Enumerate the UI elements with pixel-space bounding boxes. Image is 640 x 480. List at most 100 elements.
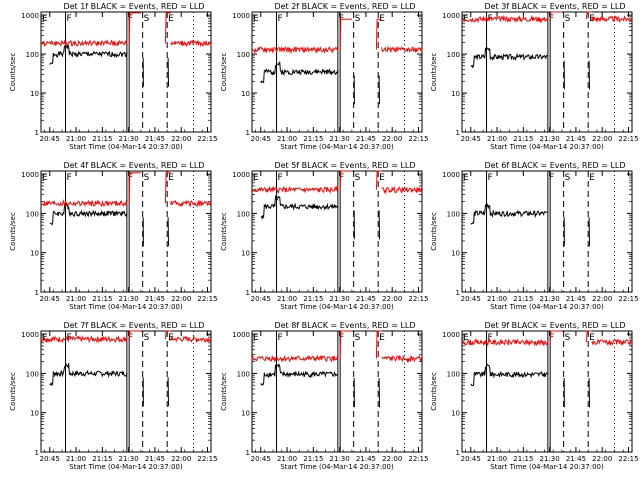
events-series-line xyxy=(470,46,549,69)
x-tick-label: 21:15 xyxy=(92,135,112,143)
y-axis-label: Counts/sec xyxy=(220,372,228,411)
lld-series-line xyxy=(170,335,212,344)
x-tick-label: 21:30 xyxy=(540,295,560,303)
x-tick-label: 22:00 xyxy=(592,135,612,143)
events-series-line xyxy=(49,363,128,387)
x-tick-label: 21:45 xyxy=(145,135,165,143)
marker-letter-e: E xyxy=(253,173,259,183)
marker-letter-e: E xyxy=(168,14,174,24)
events-series-line xyxy=(167,217,169,247)
marker-letter-e: E xyxy=(253,333,259,343)
lld-series-line xyxy=(375,170,382,190)
x-tick-label: 21:45 xyxy=(566,135,586,143)
x-tick-label: 22:15 xyxy=(618,455,638,463)
plot-frame xyxy=(461,11,633,133)
y-tick-label: 1 xyxy=(456,449,460,457)
plot-frame xyxy=(40,330,212,453)
events-series-line xyxy=(260,194,339,220)
events-series-line xyxy=(167,57,169,87)
chart-title: Det 8f BLACK = Events, RED = LLD xyxy=(274,321,415,330)
lld-series-line xyxy=(461,14,549,24)
x-tick-label: 22:15 xyxy=(197,455,217,463)
chart-panel-9: Det 9f BLACK = Events, RED = LLD 1 10 100 10… xyxy=(430,321,639,471)
x-tick-label: 21:15 xyxy=(92,455,112,463)
lld-series-line xyxy=(128,172,141,204)
y-tick-label: 1000 xyxy=(232,331,250,339)
marker-letter-f: F xyxy=(128,173,133,183)
x-axis-label: Start Time (04-Mar-14 20:37:00) xyxy=(69,463,183,471)
chart-title: Det 9f BLACK = Events, RED = LLD xyxy=(484,321,625,330)
marker-letter-e: E xyxy=(589,333,595,343)
lld-series-line xyxy=(251,354,339,363)
marker-letter-s: S xyxy=(355,173,361,183)
x-tick-label: 22:15 xyxy=(197,295,217,303)
events-series-line xyxy=(353,75,355,105)
lld-series-line xyxy=(381,186,423,195)
y-tick-label: 1000 xyxy=(21,12,39,20)
y-axis-label: Counts/sec xyxy=(9,372,17,411)
x-tick-label: 21:00 xyxy=(277,135,297,143)
marker-letter-e: E xyxy=(379,333,385,343)
marker-letter-f: F xyxy=(339,173,344,183)
lld-series-line xyxy=(40,39,128,48)
marker-letter-e: E xyxy=(463,14,469,24)
x-tick-label: 21:15 xyxy=(513,295,533,303)
y-axis-label: Counts/sec xyxy=(430,212,438,251)
marker-letter-f: F xyxy=(128,14,133,24)
chart-panel-1: Det 1f BLACK = Events, RED = LLD 1 10 100 10… xyxy=(9,2,218,151)
y-axis-label: Counts/sec xyxy=(430,372,438,411)
events-series-line xyxy=(470,203,549,225)
x-tick-label: 21:30 xyxy=(540,455,560,463)
plot-frame xyxy=(461,330,633,453)
marker-letter-s: S xyxy=(144,333,150,343)
x-tick-label: 22:00 xyxy=(171,135,191,143)
y-tick-label: 1 xyxy=(246,449,250,457)
events-series-line xyxy=(378,75,380,105)
chart-panel-7: Det 7f BLACK = Events, RED = LLD 1 10 100 10… xyxy=(9,321,218,471)
y-tick-label: 1000 xyxy=(442,12,460,20)
plot-frame xyxy=(40,11,212,133)
marker-letter-e: E xyxy=(379,14,385,24)
chart-panel-4: Det 4f BLACK = Events, RED = LLD 1 10 100 10… xyxy=(9,161,218,311)
x-tick-label: 20:45 xyxy=(251,295,271,303)
x-axis-label: Start Time (04-Mar-14 20:37:00) xyxy=(69,303,183,311)
events-series-line xyxy=(49,44,128,65)
y-tick-label: 1000 xyxy=(442,171,460,179)
x-tick-label: 21:45 xyxy=(356,135,376,143)
x-tick-label: 22:00 xyxy=(171,455,191,463)
y-tick-label: 1 xyxy=(246,289,250,297)
x-tick-label: 22:15 xyxy=(197,135,217,143)
y-tick-label: 10 xyxy=(241,410,250,418)
marker-letter-e: E xyxy=(168,173,174,183)
x-tick-label: 22:15 xyxy=(618,135,638,143)
x-tick-label: 21:45 xyxy=(145,455,165,463)
x-tick-label: 21:30 xyxy=(119,455,139,463)
marker-letter-s: S xyxy=(565,173,571,183)
x-tick-label: 21:00 xyxy=(487,455,507,463)
lld-series-line xyxy=(164,330,171,340)
y-tick-label: 10 xyxy=(30,410,39,418)
marker-letter-s: S xyxy=(355,14,361,24)
lld-series-line xyxy=(339,18,352,50)
x-axis-label: Start Time (04-Mar-14 20:37:00) xyxy=(280,143,394,151)
y-tick-label: 100 xyxy=(237,210,250,218)
events-series-line xyxy=(470,362,549,387)
x-tick-label: 20:45 xyxy=(40,295,60,303)
lld-series-line xyxy=(585,330,592,343)
lld-series-line xyxy=(339,170,352,190)
marker-letter-e: E xyxy=(42,173,48,183)
events-series-line xyxy=(353,210,355,240)
marker-letter-f: F xyxy=(549,173,554,183)
lld-series-line xyxy=(585,11,592,19)
x-tick-label: 21:00 xyxy=(487,295,507,303)
marker-letter-f: F xyxy=(67,14,72,24)
events-series-line xyxy=(142,57,144,87)
y-axis-label: Counts/sec xyxy=(430,53,438,92)
marker-letter-e: E xyxy=(463,333,469,343)
marker-letter-f: F xyxy=(488,333,493,343)
events-series-line xyxy=(588,60,590,90)
events-series-line xyxy=(260,363,339,386)
x-tick-label: 21:15 xyxy=(92,295,112,303)
x-axis-label: Start Time (04-Mar-14 20:37:00) xyxy=(490,303,604,311)
y-tick-label: 10 xyxy=(451,90,460,98)
